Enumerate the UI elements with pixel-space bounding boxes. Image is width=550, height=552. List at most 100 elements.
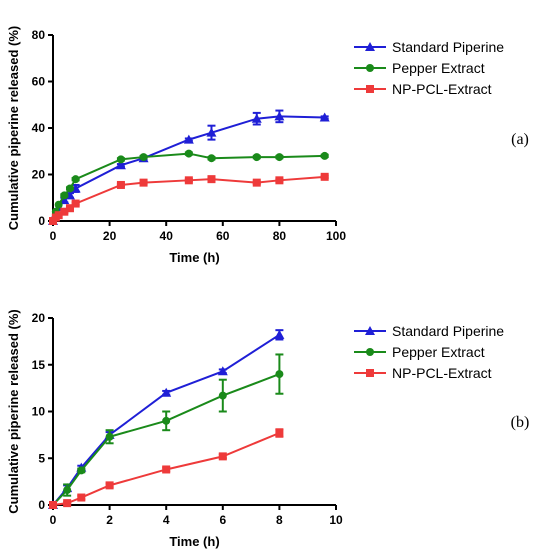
data-point xyxy=(274,329,285,339)
x-tick-label: 10 xyxy=(329,513,343,527)
legend-marker xyxy=(366,348,374,356)
data-point xyxy=(275,153,284,162)
legend-label: Standard Piperine xyxy=(392,39,504,55)
legend-marker xyxy=(365,42,375,51)
data-point xyxy=(54,211,63,220)
data-point xyxy=(105,432,114,441)
data-point xyxy=(275,429,284,438)
data-point xyxy=(139,153,148,162)
y-tick-label: 20 xyxy=(32,168,46,182)
x-axis-title: Time (h) xyxy=(169,250,219,265)
y-tick-label: 20 xyxy=(32,311,46,325)
x-tick-label: 20 xyxy=(103,229,117,243)
legend-marker xyxy=(366,64,374,72)
series-pepper-extract xyxy=(49,149,329,225)
series-line xyxy=(52,115,325,222)
data-point xyxy=(275,370,284,379)
data-point xyxy=(77,466,86,475)
legend-item: Standard Piperine xyxy=(354,323,504,339)
x-tick-label: 100 xyxy=(326,229,346,243)
data-point xyxy=(60,207,69,216)
panel-label: (a) xyxy=(511,131,529,148)
data-point xyxy=(71,175,80,184)
legend-label: NP-PCL-Extract xyxy=(392,81,492,97)
chart-panel-a: 0 20 40 60 80 0 20 40 60 80 100 Time (h) Cumulative … xyxy=(6,26,529,265)
data-point xyxy=(184,176,193,185)
data-point xyxy=(183,134,194,144)
data-point xyxy=(60,191,69,200)
y-tick-label: 40 xyxy=(32,121,46,135)
x-tick-label: 8 xyxy=(276,513,283,527)
data-point xyxy=(218,452,227,461)
data-point xyxy=(105,481,114,490)
y-tick-label: 15 xyxy=(32,358,46,372)
data-point xyxy=(63,486,72,495)
y-axis-title: Cumulative piperine released (%) xyxy=(6,309,21,513)
legend-item: Standard Piperine xyxy=(354,39,504,55)
y-tick-label: 0 xyxy=(38,498,45,512)
data-point xyxy=(252,178,261,187)
data-point xyxy=(49,501,57,509)
x-tick-label: 60 xyxy=(216,229,230,243)
legend-item: NP-PCL-Extract xyxy=(354,365,492,381)
data-point xyxy=(115,160,126,170)
series-np-pcl-extract xyxy=(49,428,284,509)
data-point xyxy=(71,199,80,208)
data-point xyxy=(59,195,70,205)
y-axis-title: Cumulative piperine released (%) xyxy=(6,26,21,230)
series-pepper-extract xyxy=(49,353,284,509)
panel-label: (b) xyxy=(511,414,530,431)
y-tick-label: 5 xyxy=(38,451,45,465)
y-tick-label: 0 xyxy=(38,214,45,228)
data-point xyxy=(65,204,74,213)
x-tick-label: 0 xyxy=(50,513,57,527)
data-point xyxy=(54,200,63,209)
x-axis-title: Time (h) xyxy=(169,534,219,549)
x-tick-label: 40 xyxy=(160,229,174,243)
data-point xyxy=(218,391,227,400)
x-tick-label: 6 xyxy=(219,513,226,527)
data-point xyxy=(63,499,72,508)
chart-panel-b: 0 5 10 15 20 0 2 4 6 8 10 Time (h) Cumulative piperi… xyxy=(6,309,529,549)
legend-item: NP-PCL-Extract xyxy=(354,81,492,97)
legend-marker xyxy=(366,85,374,93)
data-point xyxy=(275,176,284,185)
legend-label: Standard Piperine xyxy=(392,323,504,339)
legend-label: NP-PCL-Extract xyxy=(392,365,492,381)
legend-label: Pepper Extract xyxy=(392,344,485,360)
x-tick-label: 80 xyxy=(273,229,287,243)
data-point xyxy=(184,149,193,158)
data-point xyxy=(161,387,172,397)
legend-marker xyxy=(366,369,374,377)
legend-marker xyxy=(365,326,375,335)
series-np-pcl-extract xyxy=(49,172,329,225)
y-tick-label: 60 xyxy=(32,75,46,89)
legend-label: Pepper Extract xyxy=(392,60,485,76)
y-tick-label: 10 xyxy=(32,405,46,419)
data-point xyxy=(251,113,262,123)
data-point xyxy=(162,416,171,425)
legend-item: Pepper Extract xyxy=(354,60,485,76)
data-point xyxy=(116,180,125,189)
x-tick-label: 0 xyxy=(50,229,57,243)
data-point xyxy=(319,112,330,122)
data-point xyxy=(116,155,125,164)
data-point xyxy=(207,175,216,184)
data-point xyxy=(217,366,228,376)
data-point xyxy=(77,493,86,502)
x-tick-label: 2 xyxy=(106,513,113,527)
data-point xyxy=(320,151,329,160)
data-point xyxy=(252,153,261,162)
data-point xyxy=(65,184,74,193)
series-line xyxy=(52,152,325,222)
legend-item: Pepper Extract xyxy=(354,344,485,360)
x-tick-label: 4 xyxy=(163,513,170,527)
data-point xyxy=(139,178,148,187)
y-tick-label: 80 xyxy=(32,28,46,42)
data-point xyxy=(320,172,329,181)
data-point xyxy=(162,465,171,474)
series-standard-piperine xyxy=(48,109,330,225)
data-point xyxy=(274,111,285,121)
data-point xyxy=(207,154,216,163)
